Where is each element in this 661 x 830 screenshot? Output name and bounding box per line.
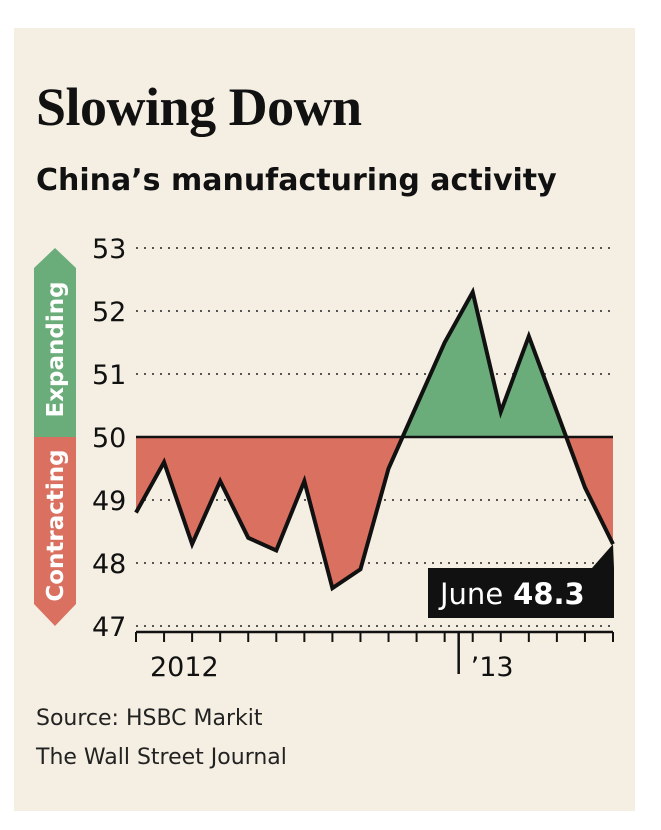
y-tick-label: 48 (92, 549, 126, 580)
callout-label: June (438, 577, 503, 611)
callout-text: June 48.3 (438, 577, 585, 611)
contracting-area (136, 437, 403, 589)
publisher-credit: The Wall Street Journal (36, 745, 287, 770)
contracting-label: Contracting (43, 449, 69, 601)
chart-title: Slowing Down (36, 77, 362, 137)
y-tick-label: 50 (92, 423, 126, 454)
area-fills (136, 292, 613, 589)
x-tick-label: 2012 (150, 652, 219, 683)
x-tick-label: ’13 (471, 652, 514, 683)
callout-pointer (592, 544, 614, 568)
series-line (134, 286, 615, 592)
y-tick-label: 51 (92, 360, 126, 391)
contracting-arrow (34, 437, 76, 626)
expanding-arrow (34, 248, 76, 437)
y-tick-label: 49 (92, 486, 126, 517)
callout-value: 48.3 (513, 577, 585, 611)
y-tick-label: 52 (92, 297, 126, 328)
y-axis-ticks: 53 52 51 50 49 48 47 (92, 234, 126, 643)
region-arrows: Expanding Contracting (34, 248, 76, 626)
callout-box (428, 568, 614, 618)
y-tick-label: 53 (92, 234, 126, 265)
expanding-area (402, 292, 567, 437)
source-note: Source: HSBC Markit (36, 706, 263, 731)
chart-subtitle: China’s manufacturing activity (36, 163, 557, 198)
y-tick-label: 47 (92, 612, 126, 643)
last-value-callout: June 48.3 (428, 544, 614, 618)
expanding-label: Expanding (43, 281, 69, 417)
x-axis: 2012 ’13 (135, 630, 614, 683)
